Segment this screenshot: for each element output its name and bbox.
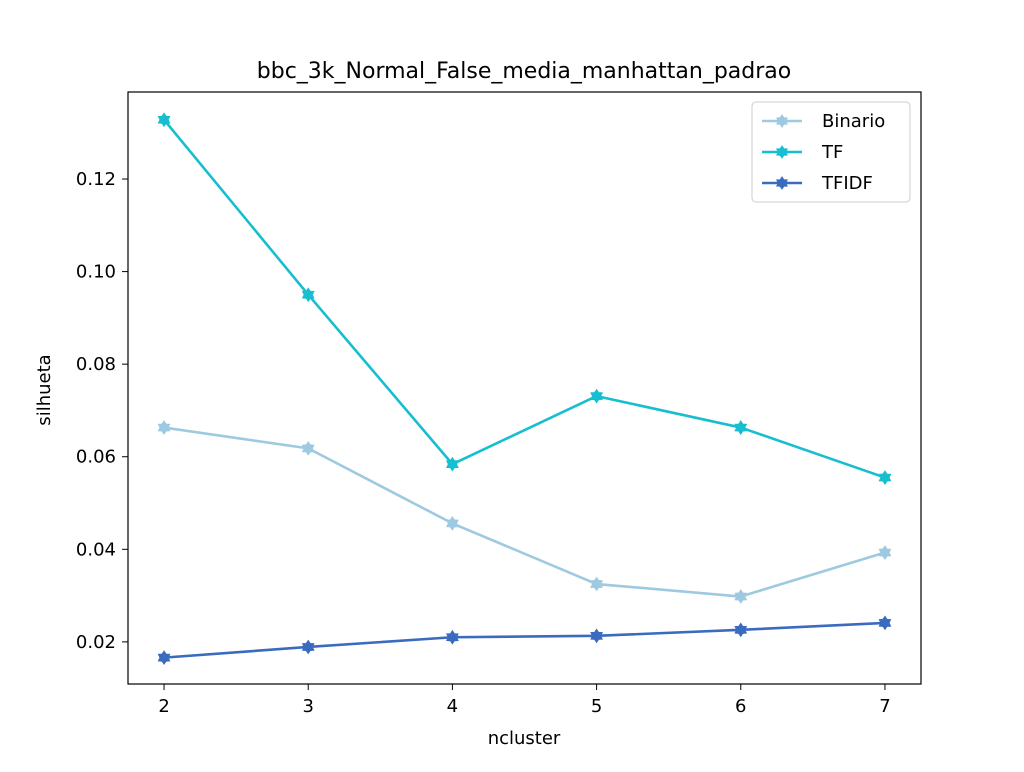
legend-label-tfidf: TFIDF — [821, 173, 873, 194]
data-point-tfidf — [446, 629, 459, 645]
series-tfidf — [157, 615, 892, 666]
chart-title: bbc_3k_Normal_False_media_manhattan_padr… — [257, 59, 791, 84]
legend-item-tfidf: TFIDF — [762, 173, 873, 194]
legend-label-tf: TF — [821, 142, 843, 163]
data-point-tfidf — [590, 628, 603, 644]
y-tick-label: 0.12 — [76, 169, 116, 190]
legend-label-binario: Binario — [822, 111, 885, 132]
plot-frame — [127, 91, 922, 685]
legend-item-binario: Binario — [762, 111, 885, 132]
data-point-binario — [734, 589, 748, 604]
data-point-tf — [734, 420, 748, 435]
data-point-binario — [878, 545, 892, 560]
y-axis-label: silhueta — [34, 354, 55, 425]
data-point-tfidf — [734, 622, 748, 638]
y-tick-label: 0.06 — [76, 447, 116, 468]
data-point-tf — [157, 112, 171, 128]
y-tick-label: 0.04 — [76, 539, 116, 560]
data-point-tf — [590, 388, 603, 404]
data-point-tfidf — [157, 650, 171, 666]
data-point-tfidf — [301, 639, 315, 655]
legend-marker-tf — [776, 145, 788, 159]
y-tick-label: 0.10 — [76, 262, 116, 283]
y-tick-label: 0.02 — [76, 632, 116, 653]
data-point-tfidf — [878, 615, 892, 631]
series-line-tf — [163, 118, 886, 479]
x-tick-label: 4 — [447, 696, 458, 717]
data-point-binario — [157, 420, 171, 435]
plot-area — [157, 112, 892, 666]
x-tick-label: 7 — [879, 696, 890, 717]
axes: 2 3 4 5 6 7 0.02 0.04 0.06 0.08 0.10 0.12 — [76, 169, 891, 717]
series-line-binario — [163, 426, 886, 598]
legend-item-tf: TF — [762, 142, 843, 163]
data-point-tf — [446, 456, 459, 472]
x-tick-label: 5 — [591, 696, 602, 717]
series-binario — [157, 420, 892, 604]
x-tick-label: 6 — [735, 696, 746, 717]
data-point-binario — [301, 441, 315, 456]
data-point-tf — [301, 287, 315, 303]
y-tick-label: 0.08 — [76, 354, 116, 375]
series-tf — [157, 112, 892, 485]
data-point-binario — [590, 576, 603, 592]
legend-marker-binario — [776, 114, 788, 128]
data-point-binario — [446, 515, 459, 531]
series-line-tfidf — [163, 621, 886, 659]
x-tick-label: 3 — [303, 696, 314, 717]
x-axis-label: ncluster — [488, 728, 561, 749]
legend-box — [751, 101, 911, 203]
legend: Binario TF TFIDF — [751, 101, 911, 203]
data-point-tf — [878, 470, 892, 485]
legend-marker-tfidf — [776, 176, 788, 190]
x-tick-label: 2 — [158, 696, 169, 717]
